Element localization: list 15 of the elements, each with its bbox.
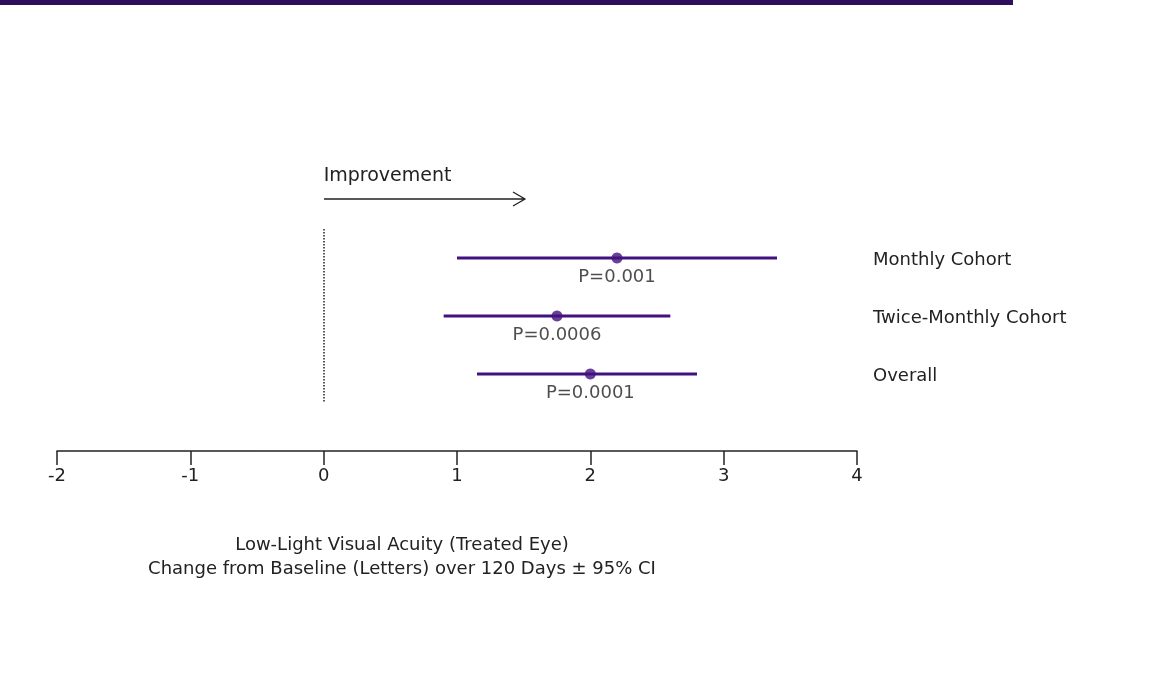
x-axis-title: Low-Light Visual Acuity (Treated Eye) Change from Baseline (Letters) over 120 Days ± 95% CI	[148, 532, 656, 578]
text: Improvement	[323, 162, 452, 185]
x-tick-label: 1	[451, 463, 463, 485]
x-tick-label: 2	[584, 463, 597, 485]
y-tick-label: Twice-Monthly Cohort	[872, 305, 1067, 327]
x-tick-label: 4	[851, 463, 863, 485]
y-tick-label: Overall	[873, 363, 938, 385]
x-tick-label: -1	[181, 463, 200, 485]
annotation: P=0.0001	[545, 380, 635, 402]
annotation: P=0.0006	[512, 322, 602, 344]
annotation: P=0.001	[578, 264, 656, 286]
x-tick-label: -2	[48, 463, 66, 485]
y-tick-label: Monthly Cohort	[873, 247, 1012, 269]
x-tick-label: 3	[717, 463, 730, 485]
x-tick-label: 0	[317, 463, 330, 485]
